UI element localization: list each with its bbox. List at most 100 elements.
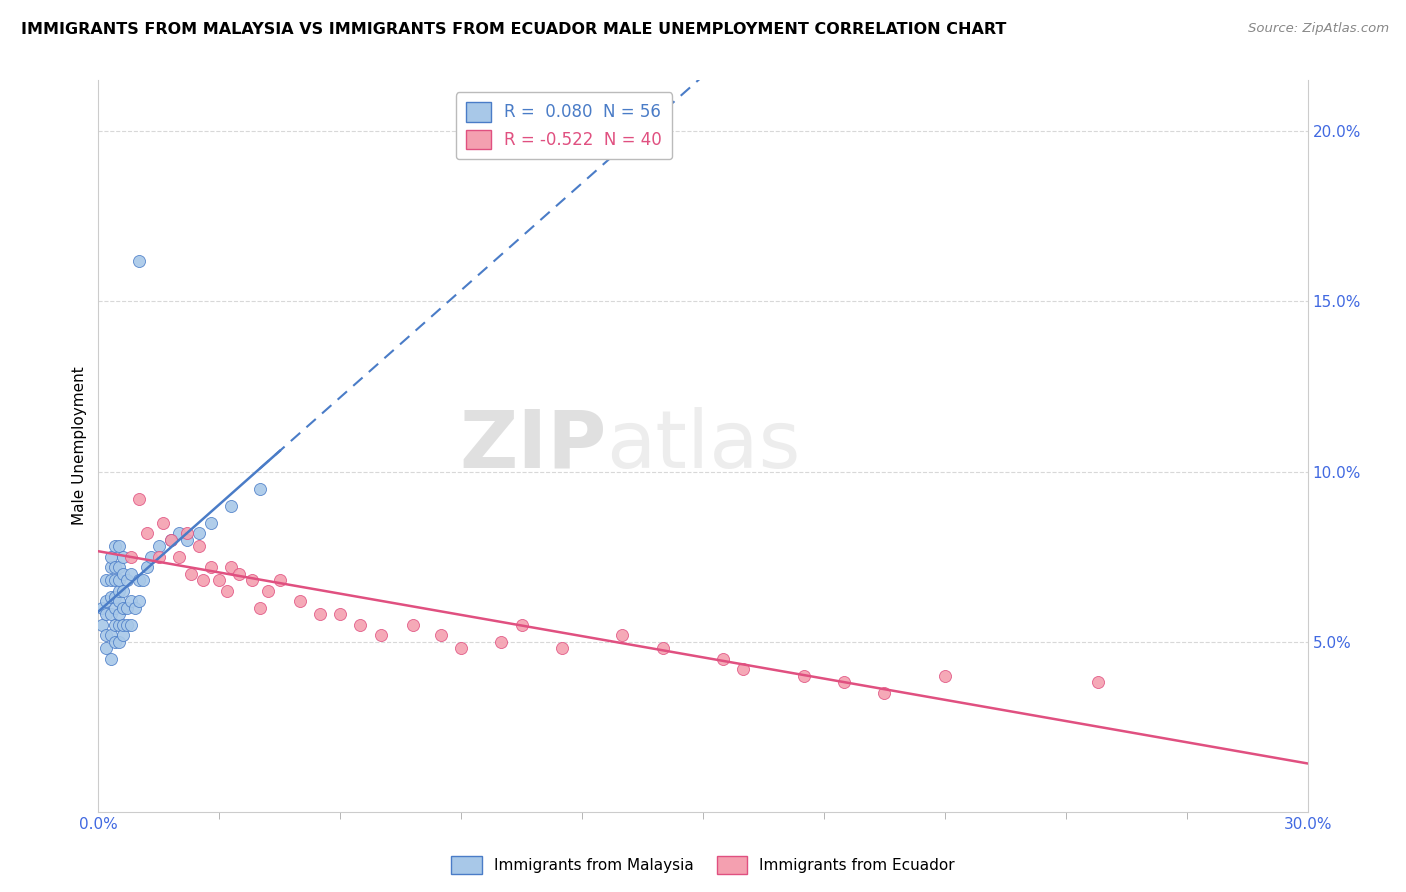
Point (269, 574, 291, 588)
Point (96, 594, 118, 608)
Text: atlas: atlas (606, 407, 800, 485)
Point (221, 559, 243, 574)
Point (450, 641, 472, 656)
Point (120, 617, 142, 632)
Point (329, 607, 352, 622)
Point (132, 574, 155, 588)
Point (107, 559, 129, 574)
Point (256, 583, 278, 598)
Point (249, 482, 271, 496)
Text: IMMIGRANTS FROM MALAYSIA VS IMMIGRANTS FROM ECUADOR MALE UNEMPLOYMENT CORRELATIO: IMMIGRANTS FROM MALAYSIA VS IMMIGRANTS F… (21, 22, 1007, 37)
Point (111, 566, 134, 581)
Point (793, 668, 815, 682)
Point (208, 574, 231, 588)
Point (120, 566, 142, 581)
Point (430, 628, 453, 642)
Point (100, 591, 122, 605)
Point (176, 525, 198, 540)
Point (120, 549, 142, 564)
Point (107, 574, 129, 588)
Point (188, 525, 211, 540)
Point (91, 617, 114, 632)
Point (180, 566, 202, 581)
Point (103, 634, 125, 648)
Point (96, 574, 118, 588)
Point (152, 516, 174, 530)
Point (107, 594, 129, 608)
Point (711, 651, 734, 665)
Point (100, 559, 122, 574)
Point (128, 253, 150, 268)
Point (111, 583, 134, 598)
Point (100, 651, 122, 665)
Point (115, 574, 138, 588)
Point (139, 549, 162, 564)
Point (107, 583, 129, 598)
Point (96, 641, 118, 656)
Point (148, 540, 170, 554)
Point (107, 617, 129, 632)
Point (934, 668, 956, 682)
Point (873, 686, 896, 700)
Point (107, 540, 129, 554)
Point (217, 583, 239, 598)
Point (96, 628, 118, 642)
Point (100, 607, 122, 622)
Point (148, 549, 170, 564)
Point (135, 525, 157, 540)
Legend: Immigrants from Malaysia, Immigrants from Ecuador: Immigrants from Malaysia, Immigrants fro… (444, 850, 962, 880)
Point (240, 574, 263, 588)
Point (115, 600, 138, 615)
Point (107, 607, 129, 622)
Point (100, 549, 122, 564)
Point (1087, 675, 1109, 690)
Y-axis label: Male Unemployment: Male Unemployment (72, 367, 87, 525)
Point (103, 559, 125, 574)
Point (103, 600, 125, 615)
Point (167, 525, 190, 540)
Point (120, 594, 142, 608)
Point (124, 600, 146, 615)
Point (91, 600, 114, 615)
Point (107, 634, 129, 648)
Point (100, 628, 122, 642)
Point (221, 499, 243, 513)
Point (402, 617, 425, 632)
Point (188, 540, 211, 554)
Point (115, 617, 138, 632)
Point (551, 641, 574, 656)
Point (491, 634, 513, 648)
Point (176, 533, 198, 547)
Point (370, 628, 392, 642)
Point (249, 600, 271, 615)
Point (733, 662, 755, 676)
Point (651, 641, 673, 656)
Point (193, 574, 215, 588)
Point (128, 574, 150, 588)
Point (128, 594, 150, 608)
Point (200, 516, 222, 530)
Point (100, 574, 122, 588)
Text: Source: ZipAtlas.com: Source: ZipAtlas.com (1249, 22, 1389, 36)
Point (103, 591, 125, 605)
Point (103, 540, 125, 554)
Point (510, 617, 533, 632)
Point (111, 600, 134, 615)
Point (309, 607, 332, 622)
Point (832, 675, 855, 690)
Point (228, 566, 250, 581)
Point (612, 628, 634, 642)
Point (103, 617, 125, 632)
Point (111, 628, 134, 642)
Point (167, 549, 190, 564)
Point (200, 559, 222, 574)
Text: ZIP: ZIP (458, 407, 606, 485)
Point (288, 594, 311, 608)
Point (96, 607, 118, 622)
Point (135, 559, 157, 574)
Point (103, 574, 125, 588)
Legend: R =  0.080  N = 56, R = -0.522  N = 40: R = 0.080 N = 56, R = -0.522 N = 40 (456, 92, 672, 159)
Point (160, 533, 183, 547)
Point (160, 533, 183, 547)
Point (111, 617, 134, 632)
